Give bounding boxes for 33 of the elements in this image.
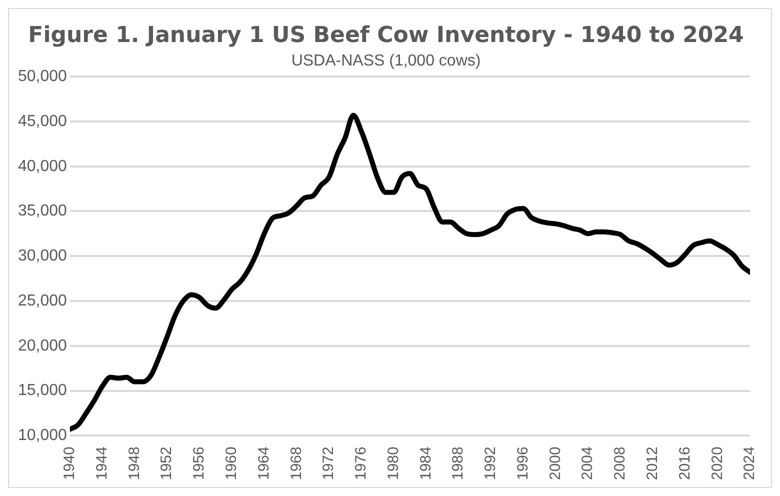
x-tick-label: 2024 [741, 446, 758, 480]
x-tick-label: 1952 [158, 446, 176, 480]
x-tick-label: 2012 [644, 446, 661, 480]
y-tick-label: 25,000 [18, 292, 68, 310]
x-tick-label: 1992 [482, 446, 500, 480]
x-tick-label: 1944 [93, 446, 110, 480]
x-tick-label: 1968 [288, 446, 305, 480]
chart-title: Figure 1. January 1 US Beef Cow Inventory - 1940 to 2024 [28, 22, 744, 48]
x-tick-label: 1948 [126, 446, 143, 480]
y-tick-label: 10,000 [18, 427, 68, 444]
x-tick-label: 2004 [579, 446, 596, 480]
x-tick-label: 2000 [546, 446, 564, 480]
x-tick-label: 1976 [352, 446, 370, 480]
x-tick-label: 2020 [708, 446, 726, 480]
y-tick-label: 30,000 [18, 248, 68, 265]
chart-subtitle: USDA-NASS (1,000 cows) [291, 52, 481, 70]
x-tick-label: 1996 [514, 446, 532, 480]
y-tick-label: 15,000 [18, 382, 68, 400]
x-tick-label: 1940 [61, 446, 78, 480]
y-tick-label: 45,000 [18, 112, 68, 130]
x-tick-label: 2008 [612, 446, 629, 480]
x-tick-label: 1972 [320, 446, 338, 480]
y-tick-label: 40,000 [18, 158, 68, 175]
x-tick-label: 1964 [255, 446, 272, 480]
x-tick-label: 1956 [190, 446, 208, 480]
y-tick-label: 20,000 [18, 337, 68, 354]
x-tick-label: 1960 [223, 446, 240, 480]
x-tick-label: 1980 [384, 446, 402, 480]
x-tick-label: 2016 [676, 446, 694, 480]
x-tick-label: 1988 [450, 446, 467, 480]
y-tick-label: 35,000 [18, 202, 68, 220]
x-tick-label: 1984 [417, 446, 434, 480]
y-tick-label: 50,000 [18, 68, 68, 86]
